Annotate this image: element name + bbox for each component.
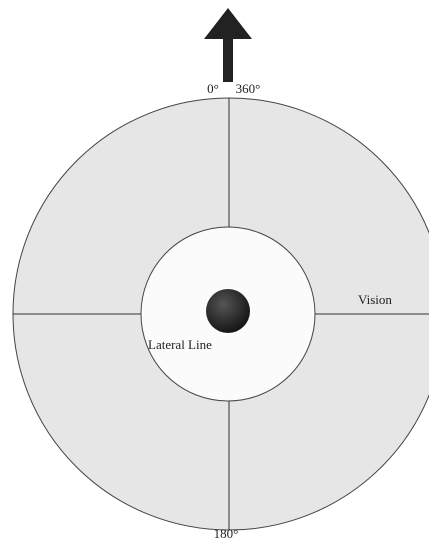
arrow-shaft (223, 36, 233, 82)
angle-label: 0° (207, 81, 219, 96)
lateral-line-label: Lateral Line (148, 337, 212, 352)
angle-label: 180° (214, 526, 239, 541)
arrow-head (204, 8, 252, 39)
vision-label: Vision (358, 292, 392, 307)
angle-label: 360° (236, 81, 261, 96)
fish (206, 289, 250, 333)
